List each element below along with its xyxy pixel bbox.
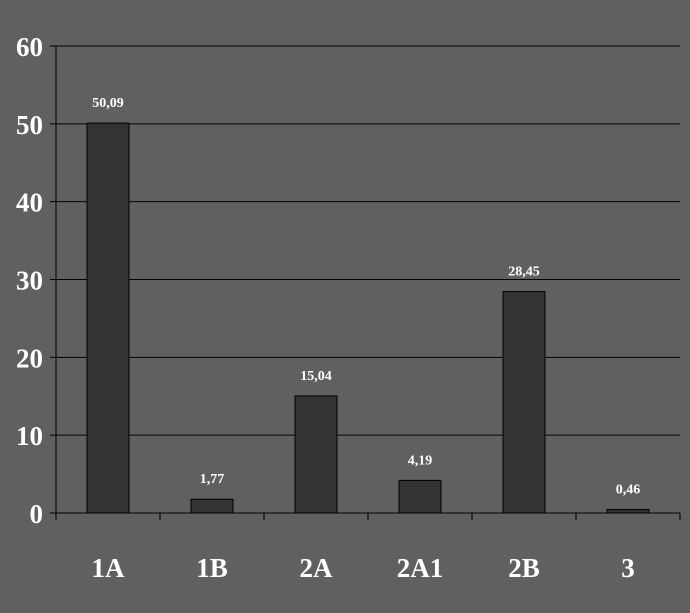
y-tick-label: 60 <box>16 32 43 62</box>
y-tick-label: 50 <box>16 110 43 140</box>
x-tick-label-2a: 2A <box>300 553 334 583</box>
data-label-1a: 50,09 <box>92 96 124 111</box>
bars <box>86 122 650 514</box>
x-tick-label-2b: 2B <box>508 553 540 583</box>
gridlines <box>56 45 680 436</box>
bar-2a1 <box>398 479 442 514</box>
labels: 0 10 20 30 40 50 60 50,09 1A 1,77 1B 15,04 2A 4,19 2A1… <box>16 32 640 583</box>
x-tick-label-1a: 1A <box>92 553 126 583</box>
data-label-1b: 1,77 <box>200 472 225 487</box>
x-tick-label-3: 3 <box>621 553 635 583</box>
y-tick-label: 40 <box>16 188 43 218</box>
bar-1a <box>86 122 130 514</box>
y-tick-label: 10 <box>16 421 43 451</box>
x-tick-label-2a1: 2A1 <box>397 553 444 583</box>
bar-1b <box>190 498 234 514</box>
bar-2b <box>502 291 546 514</box>
data-label-3: 0,46 <box>616 482 641 497</box>
bar-3 <box>606 508 650 514</box>
y-tick-label: 30 <box>16 266 43 296</box>
x-tick-label-1b: 1B <box>196 553 228 583</box>
data-label-2a: 15,04 <box>300 369 332 384</box>
y-tick-label: 0 <box>30 499 44 529</box>
data-label-2a1: 4,19 <box>408 453 433 468</box>
axes <box>50 45 681 520</box>
data-label-2b: 28,45 <box>508 265 540 280</box>
bar-2a <box>294 395 338 514</box>
y-tick-label: 20 <box>16 343 43 373</box>
